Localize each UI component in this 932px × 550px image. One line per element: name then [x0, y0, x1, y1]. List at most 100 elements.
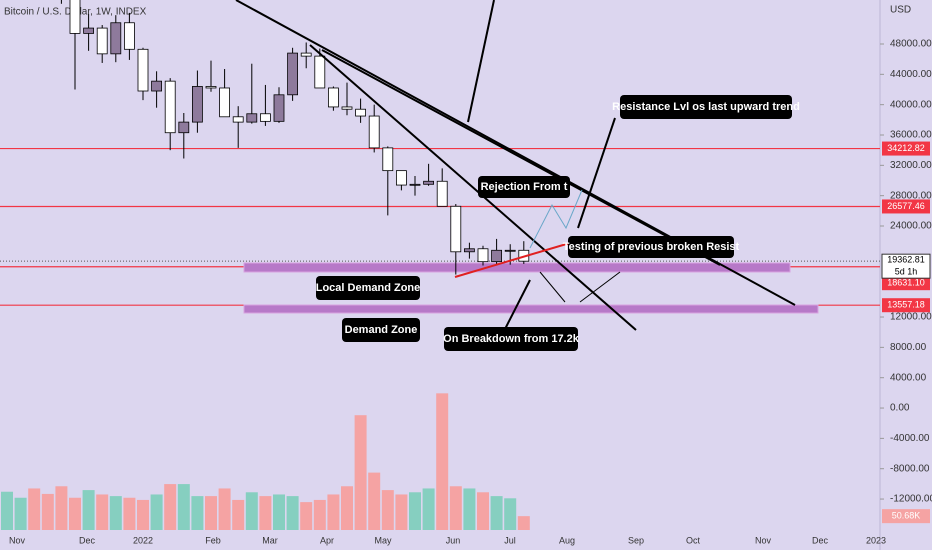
- x-tick-label: 2022: [133, 535, 153, 545]
- volume-bar: [341, 486, 353, 530]
- price-label: 13557.18: [887, 300, 925, 310]
- volume-bar: [109, 496, 122, 530]
- annotation-text: Rejection From t: [481, 181, 568, 193]
- arrow: [539, 271, 566, 303]
- volume-bar: [1, 491, 13, 530]
- candle-body: [436, 180, 448, 207]
- y-tick-label: 48000.00: [890, 39, 932, 50]
- volume-bar: [286, 496, 299, 530]
- volume-bar: [354, 415, 367, 530]
- price-label-box: [882, 298, 930, 313]
- candle-body: [382, 147, 394, 172]
- candle-body: [178, 121, 190, 134]
- x-tick-label: Feb: [205, 535, 221, 545]
- x-tick-label: Nov: [9, 535, 26, 545]
- candle-body: [96, 27, 108, 55]
- volume-bar: [191, 496, 204, 530]
- y-tick-label: -12000.00: [890, 494, 932, 505]
- annotation: Testing of previous broken Resist: [563, 236, 740, 258]
- x-tick-label: Jul: [504, 535, 516, 545]
- annotation-text: Demand Zone: [345, 324, 418, 336]
- y-tick-label: 36000.00: [890, 130, 932, 141]
- candle-body: [191, 86, 203, 123]
- volume-bar: [41, 493, 54, 530]
- x-tick-label: Dec: [812, 535, 829, 545]
- candle-body: [477, 248, 489, 263]
- y-tick-label: 12000.00: [890, 312, 932, 323]
- volume-bar: [205, 496, 217, 530]
- price-label-box: [882, 199, 930, 214]
- countdown: 5d 1h: [895, 267, 918, 277]
- zone: [243, 304, 819, 314]
- candle-body: [368, 115, 380, 149]
- annotation: Rejection From t: [478, 176, 570, 198]
- candle-body: [151, 80, 163, 92]
- y-tick-label: 44000.00: [890, 69, 932, 80]
- volume-bar: [245, 492, 258, 530]
- volume-bar: [232, 499, 245, 530]
- volume-bar: [313, 499, 326, 530]
- candle-body: [137, 48, 149, 92]
- x-tick-label: Dec: [79, 535, 96, 545]
- volume-bar: [395, 494, 408, 530]
- y-tick-label: 40000.00: [890, 99, 932, 110]
- price-label: 26577.46: [887, 201, 925, 211]
- candle-body: [463, 248, 475, 253]
- x-tick-label: Nov: [755, 535, 772, 545]
- candle-body: [124, 22, 135, 50]
- volume-bar: [164, 484, 177, 530]
- y-tick-label: -8000.00: [890, 463, 930, 474]
- volume-bar: [477, 492, 489, 530]
- annotation-text: Resistance Lvl os last upward trend: [612, 101, 800, 113]
- price-label: 18631.10: [887, 278, 925, 288]
- pointer-line: [501, 279, 531, 336]
- volume-bar: [28, 488, 41, 530]
- x-tick-label: May: [374, 535, 392, 545]
- price-label-box: [882, 141, 930, 156]
- x-tick-label: Oct: [686, 535, 701, 545]
- candle-body: [409, 183, 421, 186]
- candle-body: [83, 27, 94, 34]
- volume-label: 50.68K: [892, 511, 921, 521]
- projection: [529, 189, 583, 249]
- y-tick-label: 8000.00: [890, 342, 927, 353]
- candle-body: [110, 22, 122, 55]
- y-tick-label: 32000.00: [890, 160, 932, 171]
- pointer-line: [577, 117, 616, 229]
- candle-body: [287, 52, 299, 96]
- annotation-text: On Breakdown from 17.2k: [443, 333, 580, 345]
- candle-body: [504, 249, 516, 252]
- candle-body: [273, 94, 285, 122]
- x-tick-label: Jun: [446, 535, 461, 545]
- volume-bar: [327, 494, 340, 530]
- candle-body: [232, 116, 244, 123]
- y-tick-label: -4000.00: [890, 433, 930, 444]
- volume-bar: [137, 499, 149, 530]
- annotation-text: Testing of previous broken Resist: [563, 241, 740, 253]
- volume-bar: [259, 496, 272, 530]
- volume-bar: [300, 502, 313, 530]
- price-label-box: [882, 276, 930, 291]
- volume-bar: [123, 497, 136, 530]
- volume-bar: [449, 486, 462, 530]
- candle-body: [164, 80, 176, 134]
- candle-body: [395, 170, 407, 186]
- volume-bar: [55, 486, 68, 530]
- volume-bar: [82, 490, 95, 530]
- y-tick-label: 0.00: [890, 403, 910, 414]
- x-tick-label: 2023: [866, 535, 886, 545]
- candle-body: [355, 108, 367, 117]
- y-tick-label: 24000.00: [890, 221, 932, 232]
- volume-bar: [69, 497, 81, 530]
- volume-bar: [273, 494, 285, 530]
- last-price-box: [881, 253, 931, 279]
- x-tick-label: Aug: [559, 535, 575, 545]
- annotation: Demand Zone: [342, 318, 420, 342]
- volume-bar: [96, 494, 109, 530]
- trend-line: [321, 49, 721, 266]
- zone: [243, 262, 791, 273]
- annotation-text: Local Demand Zone: [316, 282, 421, 294]
- volume-bar: [436, 393, 449, 530]
